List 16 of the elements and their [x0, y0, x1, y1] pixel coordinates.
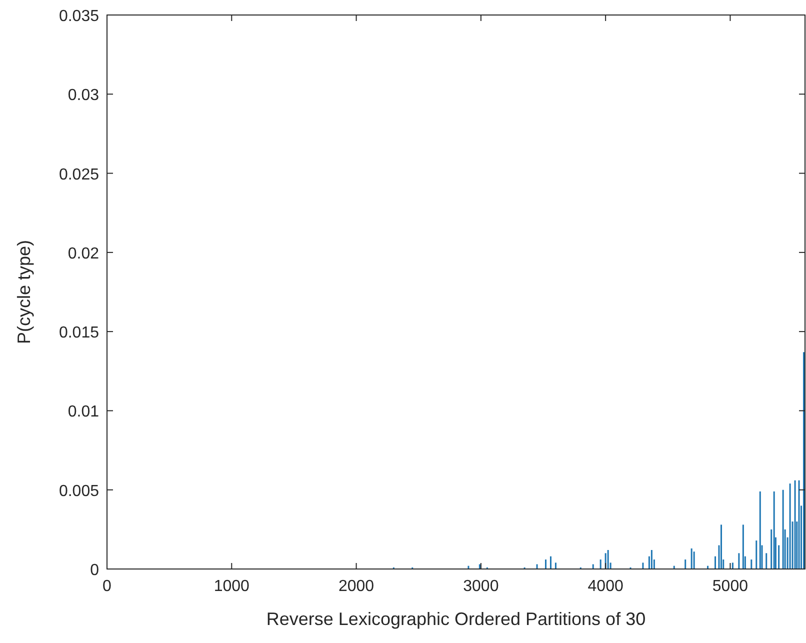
x-tick-label: 0 [102, 578, 112, 595]
x-tick-label: 2000 [338, 578, 374, 595]
y-tick-label: 0.03 [68, 87, 100, 104]
y-tick-label: 0.02 [68, 245, 100, 262]
x-tick-label: 5000 [712, 578, 748, 595]
y-tick-label: 0 [90, 562, 100, 579]
x-tick-label: 4000 [588, 578, 624, 595]
x-tick-label: 1000 [214, 578, 250, 595]
y-tick-label: 0.015 [58, 324, 100, 342]
x-tick-label: 3000 [463, 578, 499, 595]
y-tick-label: 0.025 [58, 166, 100, 184]
y-axis-title: P(cycle type) [14, 240, 34, 344]
y-tick-label: 0.01 [68, 404, 100, 421]
y-tick-label: 0.005 [58, 482, 100, 500]
x-axis-title: Reverse Lexicographic Ordered Partitions of 30 [266, 609, 646, 629]
y-tick-label: 0.035 [58, 8, 100, 25]
